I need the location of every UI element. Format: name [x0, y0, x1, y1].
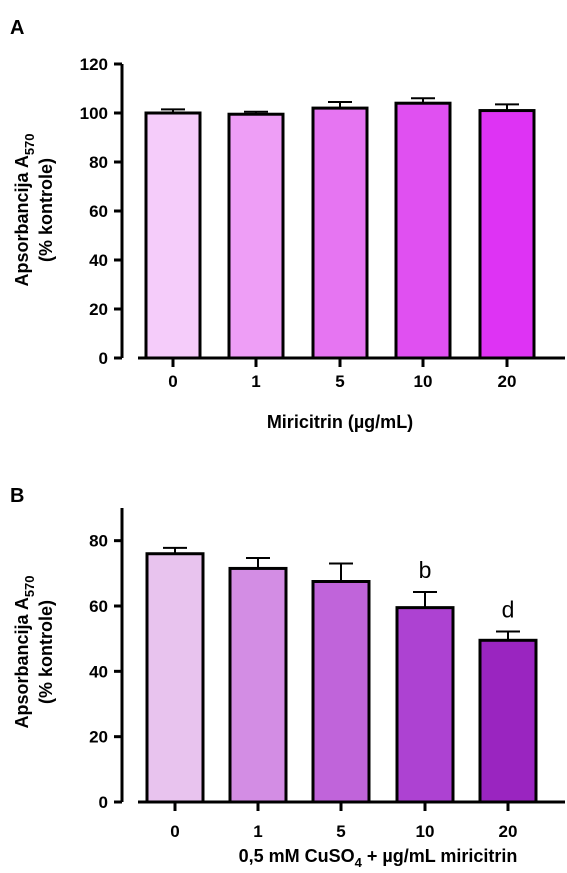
panel-a-y-axis-title-subscript: 570: [22, 133, 37, 155]
panel-b-y-axis-title-line2: (% kontrole): [36, 600, 56, 704]
panel-b-y-tick-label: 60: [89, 597, 108, 616]
panel-a-x-tick-label: 20: [498, 372, 517, 391]
panel-b-y-axis-title-main: Apsorbancija A: [12, 597, 32, 728]
panel-b-y-axis-title: Apsorbancija A570 (% kontrole): [12, 575, 56, 728]
panel-a-y-tick-label: 20: [89, 300, 108, 319]
panel-b-y-tick-label: 20: [89, 728, 108, 747]
panel-b-x-axis-title-part: 0,5 mM CuSO: [239, 846, 355, 866]
panel-a-x-tick-label: 1: [251, 372, 260, 391]
panel-a-bar: [394, 101, 452, 360]
panel-b-y-axis-title-subscript: 570: [22, 575, 37, 597]
panel-b-significance-label: b: [419, 557, 432, 583]
panel-b-x-tick-label: 1: [253, 822, 262, 841]
panel-a-y-tick-label: 120: [80, 55, 108, 74]
panel-b-bar: [228, 566, 288, 804]
panel-b-bar: [145, 552, 205, 804]
panel-b-x-axis-title: 0,5 mM CuSO4 + µg/mL miricitrin: [239, 846, 518, 870]
panel-b-x-tick-label: 20: [499, 822, 518, 841]
panel-a-y-tick-label: 100: [80, 104, 108, 123]
panel-a-x-tick-label: 5: [335, 372, 344, 391]
panel-a-x-tick-label: 0: [168, 372, 177, 391]
panel-b-x-axis-title-subscript: 4: [355, 855, 363, 870]
panel-b-x-tick-label: 0: [170, 822, 179, 841]
panel-a-y-tick-label: 40: [89, 251, 108, 270]
panel-b-bar: [311, 580, 371, 804]
panel-b-letter: B: [10, 485, 24, 507]
panel-b: B 0 20 40 60 80 0 1 5 10 b 20 d Apsorbancija A570 (% …: [10, 485, 565, 870]
panel-a-bar: [227, 112, 285, 360]
panel-b-y-tick-label: 80: [89, 532, 108, 551]
panel-b-bar: [478, 638, 538, 804]
panel-a-y-axis-title: Apsorbancija A570 (% kontrole): [12, 133, 56, 286]
panel-a-y-axis-title-main: Apsorbancija A: [12, 155, 32, 286]
panel-a-y-tick-label: 60: [89, 202, 108, 221]
panel-b-x-axis-title-part: + µg/mL miricitrin: [362, 846, 518, 866]
panel-a-bar: [478, 109, 536, 360]
panel-a-x-axis-title: Miricitrin (µg/mL): [267, 412, 413, 432]
panel-b-y-tick-label: 40: [89, 662, 108, 681]
panel-a-letter: A: [10, 17, 24, 39]
panel-a-y-axis-title-line2: (% kontrole): [36, 158, 56, 262]
panel-b-significance-label: d: [502, 596, 515, 622]
panel-a: A 0 20 40 60 80 100 120 0 1 5 10 20 Apsorbancija A57…: [10, 17, 565, 432]
panel-b-bar: [395, 606, 455, 804]
panel-a-bar: [311, 106, 369, 360]
panel-a-y-tick-label: 80: [89, 153, 108, 172]
panel-a-bar: [144, 111, 202, 360]
panel-b-x-tick-label: 10: [416, 822, 435, 841]
panel-b-y-tick-label: 0: [99, 793, 108, 812]
panel-a-x-tick-label: 10: [414, 372, 433, 391]
panel-b-x-tick-label: 5: [336, 822, 345, 841]
panel-a-y-tick-label: 0: [99, 349, 108, 368]
